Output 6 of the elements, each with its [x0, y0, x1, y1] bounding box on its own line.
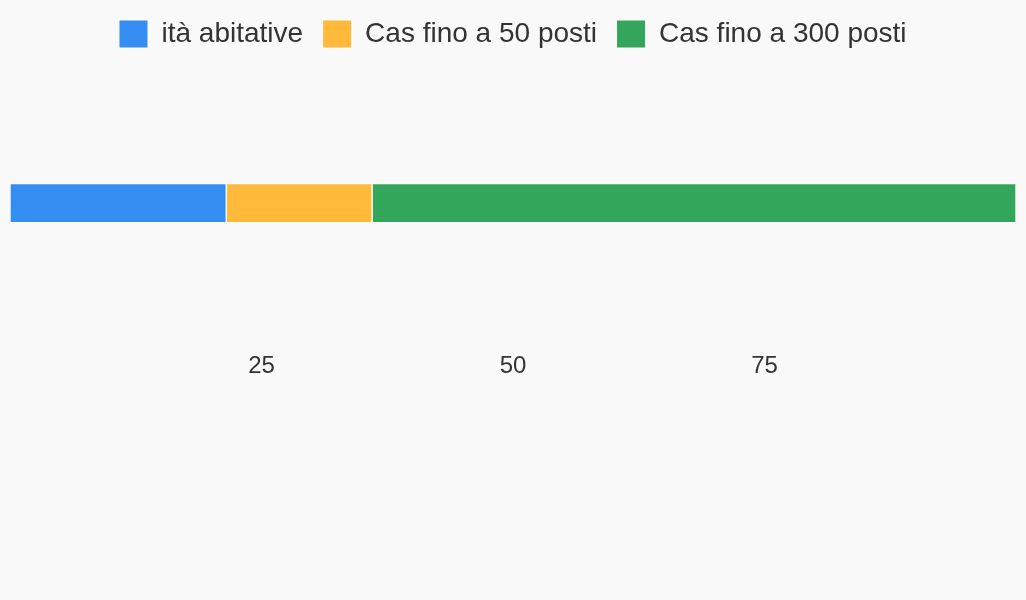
legend-label: ità abitative: [161, 16, 304, 48]
legend-label: Cas fino a 50 posti: [365, 16, 598, 48]
legend-label: Cas fino a 300 posti: [659, 16, 907, 48]
x-tick-label: 25: [248, 351, 275, 379]
x-tick-label: 50: [499, 351, 527, 379]
x-tick-label: 75: [751, 351, 778, 379]
